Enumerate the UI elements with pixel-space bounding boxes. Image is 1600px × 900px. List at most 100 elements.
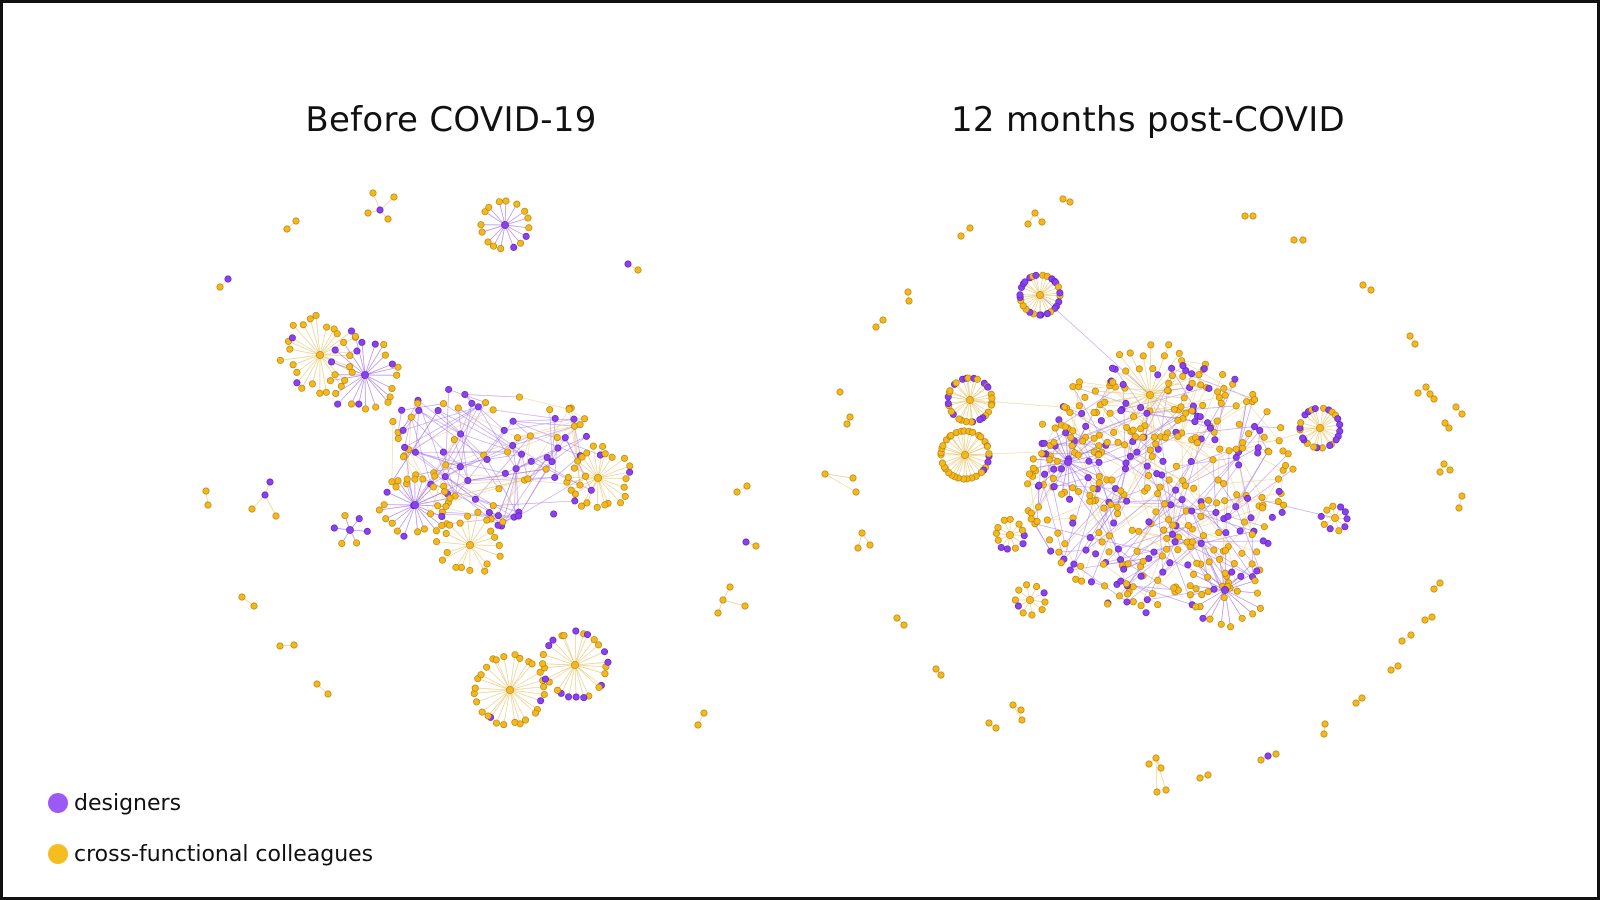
designer-node bbox=[582, 432, 590, 440]
colleague-node bbox=[1135, 527, 1143, 535]
network-edge bbox=[963, 431, 966, 456]
network-edge bbox=[458, 407, 518, 438]
colleague-node bbox=[1299, 236, 1307, 244]
network-edge bbox=[1224, 589, 1261, 609]
node-layer bbox=[202, 189, 760, 729]
network-edge bbox=[1181, 360, 1253, 402]
colleague-node bbox=[1116, 351, 1124, 359]
colleague-node bbox=[1091, 387, 1099, 395]
colleague-node bbox=[1109, 378, 1117, 386]
designer-node bbox=[1082, 546, 1090, 554]
network-edge bbox=[1149, 394, 1179, 421]
network-edge bbox=[475, 435, 531, 500]
network-edge bbox=[469, 544, 501, 557]
colleague-node bbox=[1189, 570, 1197, 578]
network-edge bbox=[951, 454, 966, 476]
colleague-node bbox=[1175, 349, 1183, 357]
colleague-node bbox=[513, 200, 521, 208]
colleague-node bbox=[521, 207, 529, 215]
network-edge bbox=[487, 453, 522, 460]
colleague-node bbox=[420, 525, 428, 533]
designer-node bbox=[1014, 602, 1022, 610]
designer-node bbox=[570, 415, 578, 423]
network-edge bbox=[512, 424, 581, 446]
colleague-node bbox=[866, 541, 874, 549]
designer-node bbox=[1244, 494, 1252, 502]
network-edge bbox=[941, 452, 966, 456]
network-edge bbox=[386, 491, 416, 506]
colleague-node bbox=[1157, 764, 1165, 772]
network-edge bbox=[495, 659, 511, 691]
colleague-node bbox=[1193, 559, 1201, 567]
colleague-node bbox=[1192, 603, 1200, 611]
designer-node bbox=[1036, 311, 1044, 319]
colleague-node bbox=[1272, 750, 1280, 758]
colleague-node bbox=[292, 217, 300, 225]
designer-node bbox=[1299, 434, 1307, 442]
network-edge bbox=[1200, 464, 1239, 517]
network-edge bbox=[1149, 410, 1159, 494]
colleague-node bbox=[583, 499, 591, 507]
colleague-node bbox=[726, 583, 734, 591]
network-edge bbox=[467, 477, 555, 481]
network-edge bbox=[1101, 513, 1118, 543]
colleague-node bbox=[622, 475, 630, 483]
network-edge bbox=[1224, 589, 1253, 615]
network-edge bbox=[319, 354, 345, 381]
colleague-node bbox=[1258, 494, 1266, 502]
network-edge bbox=[964, 441, 986, 456]
colleague-node bbox=[381, 351, 389, 359]
network-edge bbox=[597, 457, 613, 479]
colleague-node bbox=[1193, 439, 1201, 447]
colleague-node bbox=[988, 394, 996, 402]
network-edge bbox=[552, 639, 576, 666]
colleague-node bbox=[966, 396, 974, 404]
colleague-node bbox=[1152, 440, 1160, 448]
legend-label-colleagues: cross-functional colleagues bbox=[74, 841, 374, 867]
designer-node bbox=[1085, 457, 1093, 465]
network-edge bbox=[469, 536, 495, 546]
network-edge bbox=[1043, 484, 1065, 560]
network-edge bbox=[964, 454, 982, 473]
colleague-node bbox=[1256, 604, 1264, 612]
colleague-node bbox=[1145, 760, 1153, 768]
colleague-node bbox=[452, 563, 460, 571]
network-edge bbox=[319, 336, 356, 356]
designer-node bbox=[545, 642, 553, 650]
network-edge bbox=[509, 689, 526, 721]
network-edge bbox=[946, 439, 966, 456]
colleague-node bbox=[337, 382, 345, 390]
network-edge bbox=[1058, 549, 1086, 553]
colleague-node bbox=[1122, 580, 1130, 588]
network-edge bbox=[335, 374, 366, 394]
network-edge bbox=[364, 363, 393, 376]
colleague-node bbox=[1099, 560, 1107, 568]
designer-node bbox=[358, 338, 366, 346]
colleague-node bbox=[427, 510, 435, 518]
colleague-node bbox=[1018, 716, 1026, 724]
colleague-node bbox=[540, 683, 548, 691]
designer-node bbox=[1184, 561, 1192, 569]
network-edge bbox=[512, 421, 531, 437]
network-edge bbox=[477, 678, 511, 691]
designer-node bbox=[518, 450, 526, 458]
colleague-node bbox=[1170, 584, 1178, 592]
colleague-node bbox=[1249, 212, 1257, 220]
network-edge bbox=[964, 454, 986, 468]
legend-swatch-designers bbox=[48, 793, 68, 813]
designer-node bbox=[266, 478, 274, 486]
designer-node bbox=[1247, 514, 1255, 522]
colleague-node bbox=[1029, 455, 1037, 463]
network-edge bbox=[964, 454, 984, 471]
network-edge bbox=[1072, 386, 1126, 404]
colleague-node bbox=[330, 325, 338, 333]
colleague-node bbox=[536, 668, 544, 676]
network-edge bbox=[319, 354, 327, 393]
network-edge bbox=[301, 354, 321, 389]
network-edge bbox=[403, 455, 431, 514]
colleague-node bbox=[1221, 497, 1229, 505]
network-edge bbox=[1191, 394, 1253, 441]
colleague-node bbox=[1041, 598, 1049, 606]
colleague-node bbox=[1160, 352, 1168, 360]
colleague-node bbox=[525, 224, 533, 232]
